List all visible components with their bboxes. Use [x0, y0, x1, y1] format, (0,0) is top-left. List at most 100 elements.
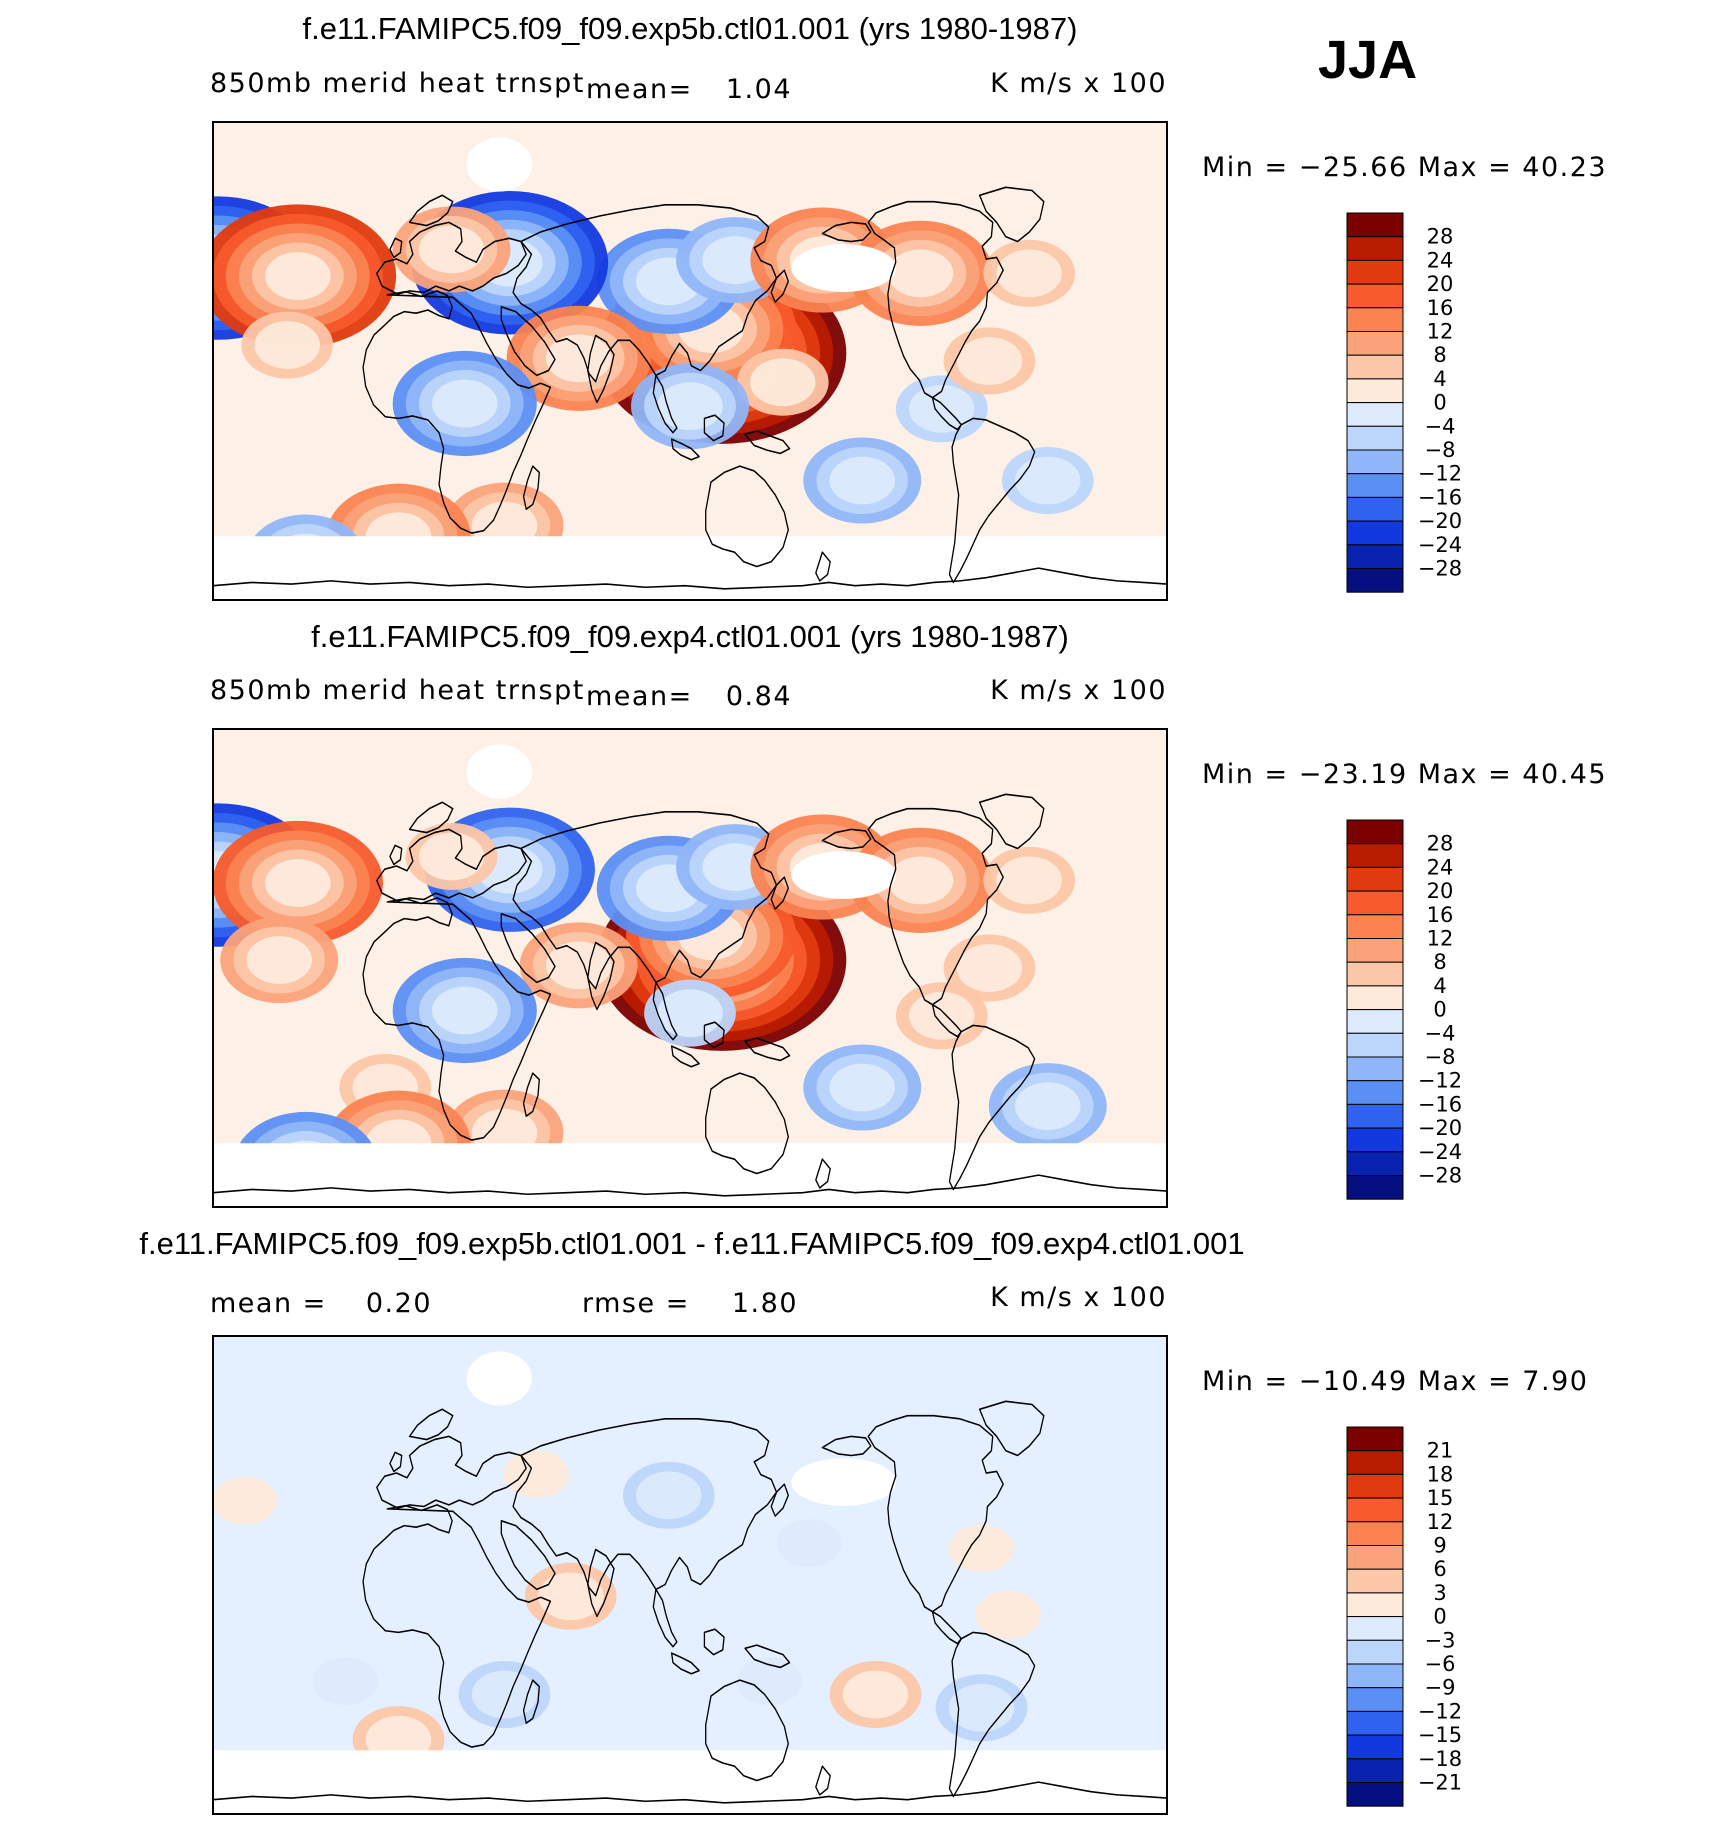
panel-2-colorbar-swatch [1346, 1151, 1404, 1177]
panel-3-colorbar-swatch [1346, 1782, 1404, 1807]
panel-3-colorbar-label: 0 [1433, 1605, 1446, 1629]
panel-1-colorbar-label: −4 [1425, 414, 1456, 438]
panel-2-colorbar-swatch [1346, 866, 1404, 892]
panel-1-colorbar-swatch [1346, 544, 1404, 569]
panel-3: f.e11.FAMIPC5.f09_f09.exp5b.ctl01.001 - … [139, 1226, 1588, 1815]
panel-3-units: K m/s x 100 [990, 1282, 1167, 1313]
panel-3-colorbar-label: 12 [1427, 1510, 1454, 1534]
panel-3-minmax: Min = −10.49 Max = 7.90 [1202, 1366, 1588, 1397]
panel-3-colorbar-label: −21 [1418, 1771, 1462, 1795]
panel-1-anomaly-22 [943, 327, 1036, 395]
panel-1-tibet-mask [791, 244, 897, 292]
panel-2-colorbar-label: 4 [1433, 974, 1446, 998]
panel-2-colorbar-label: −20 [1418, 1116, 1462, 1140]
panel-1-colorbar-swatch [1346, 236, 1404, 261]
panel-1-colorbar-swatch [1346, 378, 1404, 404]
panel-1-colorbar-swatch [1346, 568, 1404, 593]
panel-2-colorbar-swatch [1346, 1080, 1404, 1105]
panel-2-colorbar-label: 20 [1427, 879, 1454, 903]
panel-1-colorbar-swatch [1346, 449, 1404, 475]
panel-1-antarctica-mask [213, 536, 1167, 600]
panel-1-colorbar-label: −24 [1418, 533, 1462, 557]
panel-3-colorbar-swatch [1346, 1521, 1404, 1547]
panel-1-field [213, 122, 1167, 600]
panel-3-colorbar-swatch [1346, 1758, 1404, 1784]
panel-3-colorbar-swatch [1346, 1616, 1404, 1641]
panel-2-colorbar-swatch [1346, 961, 1404, 987]
panel-3-colorbar-swatch [1346, 1568, 1404, 1594]
panel-2-anomaly-14 [644, 979, 736, 1047]
panel-3-colorbar-label: 9 [1433, 1534, 1446, 1558]
panel-3-tibet-mask [791, 1458, 897, 1506]
panel-3-colorbar-label: −12 [1418, 1699, 1462, 1723]
panel-1-colorbar-label: 0 [1433, 391, 1446, 415]
panel-1-colorbar-label: 16 [1427, 296, 1454, 320]
panel-3-colorbar-swatch [1346, 1710, 1404, 1736]
panel-3-colorbar-label: 6 [1433, 1557, 1446, 1581]
panel-1-anomaly-17 [803, 437, 922, 524]
panel-2-mean-value: 0.84 [726, 681, 792, 712]
panel-1-colorbar-swatch [1346, 473, 1404, 498]
panel-1-colorbar-label: −28 [1418, 557, 1462, 581]
panel-1-colorbar-swatch [1346, 212, 1404, 238]
panel-3-colorbar-swatch [1346, 1473, 1404, 1499]
panel-1-colorbar-label: 4 [1433, 367, 1446, 391]
panel-1-colorbar-label: 24 [1427, 248, 1454, 272]
panel-3-colorbar-label: 18 [1427, 1462, 1454, 1486]
panel-2-colorbar-swatch [1346, 938, 1404, 963]
panel-2-greenland-mask [466, 744, 532, 799]
panel-1-colorbar-label: −20 [1418, 509, 1462, 533]
panel-1-colorbar-label: −16 [1418, 485, 1462, 509]
panel-3-colorbar-swatch [1346, 1450, 1404, 1475]
panel-3-rmse-label: rmse = [582, 1288, 690, 1319]
panel-1-colorbar-label: −8 [1425, 438, 1456, 462]
panel-2-colorbar-label: 24 [1427, 855, 1454, 879]
panel-3-anomaly-3 [503, 1450, 570, 1498]
panel-2-mean-label: mean= [586, 681, 693, 712]
panel-2-field-label: 850mb merid heat trnspt [210, 675, 585, 706]
panel-3-colorbar-swatch [1346, 1663, 1404, 1689]
panel-2-map [213, 729, 1167, 1207]
panel-1-colorbar-swatch [1346, 402, 1404, 427]
panel-2-colorbar-swatch [1346, 1056, 1404, 1082]
panel-1: f.e11.FAMIPC5.f09_f09.exp5b.ctl01.001 (y… [210, 11, 1606, 601]
panel-2-anomaly-10 [405, 823, 498, 890]
panel-1-anomaly-5 [848, 220, 993, 326]
panel-2-colorbar-label: 28 [1427, 832, 1454, 856]
panel-2-colorbar-label: 16 [1427, 903, 1454, 927]
panel-2-anomaly-5 [848, 827, 993, 933]
panel-2: f.e11.FAMIPC5.f09_f09.exp4.ctl01.001 (yr… [210, 619, 1607, 1208]
panel-1-colorbar-swatch [1346, 354, 1404, 380]
panel-3-rmse-value: 1.80 [732, 1288, 798, 1319]
panel-3-colorbar-label: 3 [1433, 1581, 1446, 1605]
panel-2-colorbar-label: 8 [1433, 950, 1446, 974]
panel-2-minmax: Min = −23.19 Max = 40.45 [1202, 759, 1607, 790]
panel-2-tibet-mask [791, 851, 897, 899]
panel-2-colorbar-swatch [1346, 843, 1404, 868]
panel-3-colorbar-swatch [1346, 1426, 1404, 1452]
panel-2-anomaly-6 [983, 846, 1076, 914]
panel-2-colorbar-swatch [1346, 1175, 1404, 1200]
panel-1-colorbar-swatch [1346, 259, 1404, 285]
panel-3-anomaly-6 [935, 1674, 1028, 1742]
panel-3-colorbar-label: 21 [1427, 1439, 1454, 1463]
panel-1-colorbar-swatch [1346, 425, 1404, 451]
panel-1-colorbar-swatch [1346, 283, 1404, 309]
panel-2-colorbar-swatch [1346, 1103, 1404, 1129]
panel-1-colorbar-label: −12 [1418, 462, 1462, 486]
panel-1-anomaly-18 [1001, 447, 1094, 514]
panel-3-mean-value: 0.20 [366, 1288, 432, 1319]
panel-1-colorbar-label: 20 [1427, 272, 1454, 296]
panel-1-anomaly-10 [392, 206, 511, 293]
panel-1-mean-label: mean= [586, 74, 693, 105]
panel-2-units: K m/s x 100 [990, 675, 1167, 706]
panel-1-greenland-mask [466, 137, 532, 192]
panel-3-colorbar-label: −3 [1425, 1628, 1456, 1652]
panel-1-colorbar-label: 28 [1427, 225, 1454, 249]
panel-3-colorbar-label: −6 [1425, 1652, 1456, 1676]
panel-3-map-frame [212, 1335, 1168, 1815]
panel-3-colorbar-swatch [1346, 1592, 1404, 1618]
